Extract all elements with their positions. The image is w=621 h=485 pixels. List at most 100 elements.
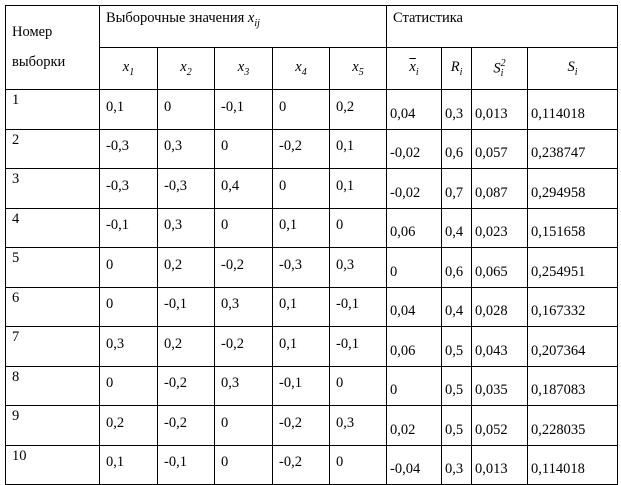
cell: 0,3 bbox=[328, 405, 388, 446]
header-text: Номер выборки bbox=[12, 23, 66, 70]
subscript: 1 bbox=[129, 66, 135, 78]
cell: 0,254951 bbox=[527, 247, 619, 288]
subscript: 3 bbox=[244, 66, 250, 78]
cell: 1 bbox=[5, 89, 100, 130]
cell: -0,1 bbox=[214, 89, 273, 130]
cell: 0 bbox=[328, 365, 388, 406]
cell: 0,3 bbox=[214, 365, 273, 406]
cell: -0,3 bbox=[157, 168, 215, 209]
cell: 0,5 bbox=[441, 326, 473, 367]
stats-header: Статистика bbox=[386, 5, 619, 48]
cell: 0 bbox=[272, 168, 330, 209]
cell: 0,1 bbox=[99, 89, 158, 130]
data-row: 5 0 0,2 -0,2 -0,3 0,3 0 0,6 0,065 0,254951 bbox=[5, 247, 619, 288]
cell: -0,1 bbox=[328, 286, 388, 327]
cell: 0 bbox=[386, 247, 443, 288]
cell: 0,065 bbox=[471, 247, 529, 288]
cell: 0,087 bbox=[471, 168, 529, 209]
subscript: i bbox=[500, 67, 504, 79]
data-row: 2 -0,3 0,3 0 -0,2 0,1 -0,02 0,6 0,057 0,238747 bbox=[5, 128, 619, 169]
cell: -0,2 bbox=[272, 405, 330, 446]
cell: 0,1 bbox=[99, 444, 158, 485]
cell: 0,06 bbox=[386, 326, 443, 367]
cell: -0,3 bbox=[99, 168, 158, 209]
subscript: i bbox=[415, 66, 419, 78]
cell: 0,2 bbox=[328, 89, 388, 130]
data-row: 7 0,3 0,2 -0,2 0,1 -0,1 0,06 0,5 0,043 0,207364 bbox=[5, 326, 619, 367]
cell: 4 bbox=[5, 207, 100, 248]
cell: 0,5 bbox=[441, 365, 473, 406]
cell: 0,6 bbox=[441, 128, 473, 169]
cell: -0,04 bbox=[386, 444, 443, 485]
variable: x bbox=[180, 59, 187, 76]
data-row: 6 0 -0,1 0,3 0,1 -0,1 0,04 0,4 0,028 0,167332 bbox=[5, 286, 619, 327]
cell: 0,187083 bbox=[527, 365, 619, 406]
variable: S bbox=[493, 59, 501, 76]
data-row: 3 -0,3 -0,3 0,4 0 0,1 -0,02 0,7 0,087 0,294958 bbox=[5, 168, 619, 209]
cell: 0 bbox=[157, 89, 215, 130]
cell: 0,023 bbox=[471, 207, 529, 248]
cell: 0,057 bbox=[471, 128, 529, 169]
cell: 6 bbox=[5, 286, 100, 327]
cell: 0,1 bbox=[328, 168, 388, 209]
cell: 0,294958 bbox=[527, 168, 619, 209]
cell: 0,1 bbox=[328, 128, 388, 169]
cell: 0,4 bbox=[441, 207, 473, 248]
cell: -0,1 bbox=[272, 365, 330, 406]
cell: -0,1 bbox=[328, 326, 388, 367]
cell: 0,043 bbox=[471, 326, 529, 367]
cell: 0,2 bbox=[99, 405, 158, 446]
subscript: i bbox=[459, 66, 463, 78]
cell: 0 bbox=[272, 89, 330, 130]
column-header: Ri bbox=[441, 47, 473, 90]
cell: 0,6 bbox=[441, 247, 473, 288]
cell: 0 bbox=[214, 444, 273, 485]
column-header-row: x1 x2 x3 x4 x5 xi Ri S 2 i Si bbox=[6, 47, 619, 90]
cell: 0,3 bbox=[441, 89, 473, 130]
cell: 0 bbox=[328, 207, 388, 248]
data-row: 8 0 -0,2 0,3 -0,1 0 0 0,5 0,035 0,187083 bbox=[5, 365, 619, 406]
cell: -0,2 bbox=[214, 326, 273, 367]
cell: 0,228035 bbox=[527, 405, 619, 446]
cell: 0,3 bbox=[157, 207, 215, 248]
cell: -0,3 bbox=[272, 247, 330, 288]
variable: x bbox=[122, 59, 130, 76]
superscript: 2 bbox=[500, 57, 506, 69]
cell: 9 bbox=[5, 405, 100, 446]
variable: S bbox=[567, 59, 575, 76]
cell: 0 bbox=[214, 128, 273, 169]
cell: 0,167332 bbox=[527, 286, 619, 327]
header-row: Номер выборки Выборочные значения xij Ст… bbox=[5, 5, 619, 90]
cell: 0,013 bbox=[471, 89, 529, 130]
column-header: Si bbox=[527, 47, 619, 90]
cell: 0 bbox=[214, 405, 273, 446]
cell: -0,2 bbox=[272, 444, 330, 485]
cell: 0,1 bbox=[272, 286, 330, 327]
data-row: 10 0,1 -0,1 0 -0,2 0 -0,04 0,3 0,013 0,114018 bbox=[5, 444, 619, 485]
cell: 0,1 bbox=[272, 207, 330, 248]
cell: 0,2 bbox=[157, 326, 215, 367]
cell: -0,2 bbox=[157, 405, 215, 446]
cell: 0 bbox=[99, 286, 158, 327]
cell: 0,3 bbox=[214, 286, 273, 327]
cell: 0,04 bbox=[386, 89, 443, 130]
header-text: Выборочные значения bbox=[106, 10, 245, 26]
cell: 0 bbox=[99, 365, 158, 406]
sample-header: Номер выборки bbox=[5, 5, 100, 90]
cell: 8 bbox=[5, 365, 100, 406]
cell: 0 bbox=[214, 207, 273, 248]
cell: 0,1 bbox=[272, 326, 330, 367]
variable: x bbox=[352, 59, 359, 76]
cell: -0,02 bbox=[386, 168, 443, 209]
cell: 0,4 bbox=[214, 168, 273, 209]
column-header: x5 bbox=[328, 47, 388, 90]
cell: 0,114018 bbox=[527, 89, 619, 130]
cell: -0,3 bbox=[99, 128, 158, 169]
column-header: x1 bbox=[99, 47, 158, 90]
variable: x bbox=[247, 10, 255, 26]
cell: -0,1 bbox=[157, 444, 215, 485]
column-header: x2 bbox=[157, 47, 215, 90]
